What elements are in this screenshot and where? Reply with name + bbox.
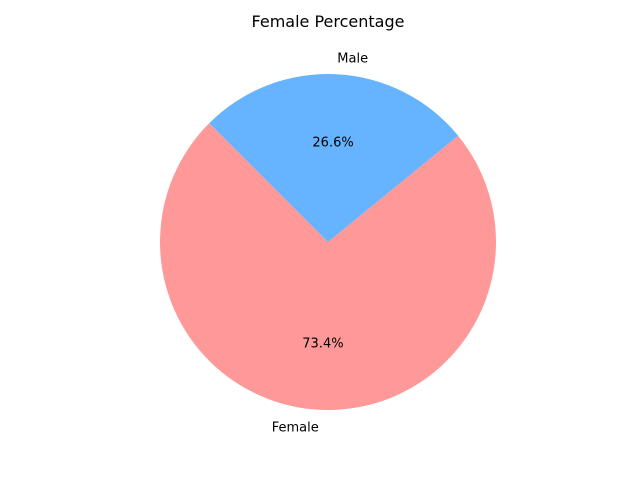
category-label-male: Male (337, 51, 368, 66)
pie-slice-male (209, 74, 459, 243)
category-label-female: Female (272, 421, 319, 436)
pct-label-female: 73.4% (302, 337, 343, 352)
pie-slice-female (160, 123, 497, 411)
pct-label-male: 26.6% (312, 135, 353, 150)
chart-title: Female Percentage (252, 12, 405, 31)
pie-slices (160, 74, 497, 411)
pie-labels: 73.4% Female 26.6% Male (272, 51, 368, 435)
